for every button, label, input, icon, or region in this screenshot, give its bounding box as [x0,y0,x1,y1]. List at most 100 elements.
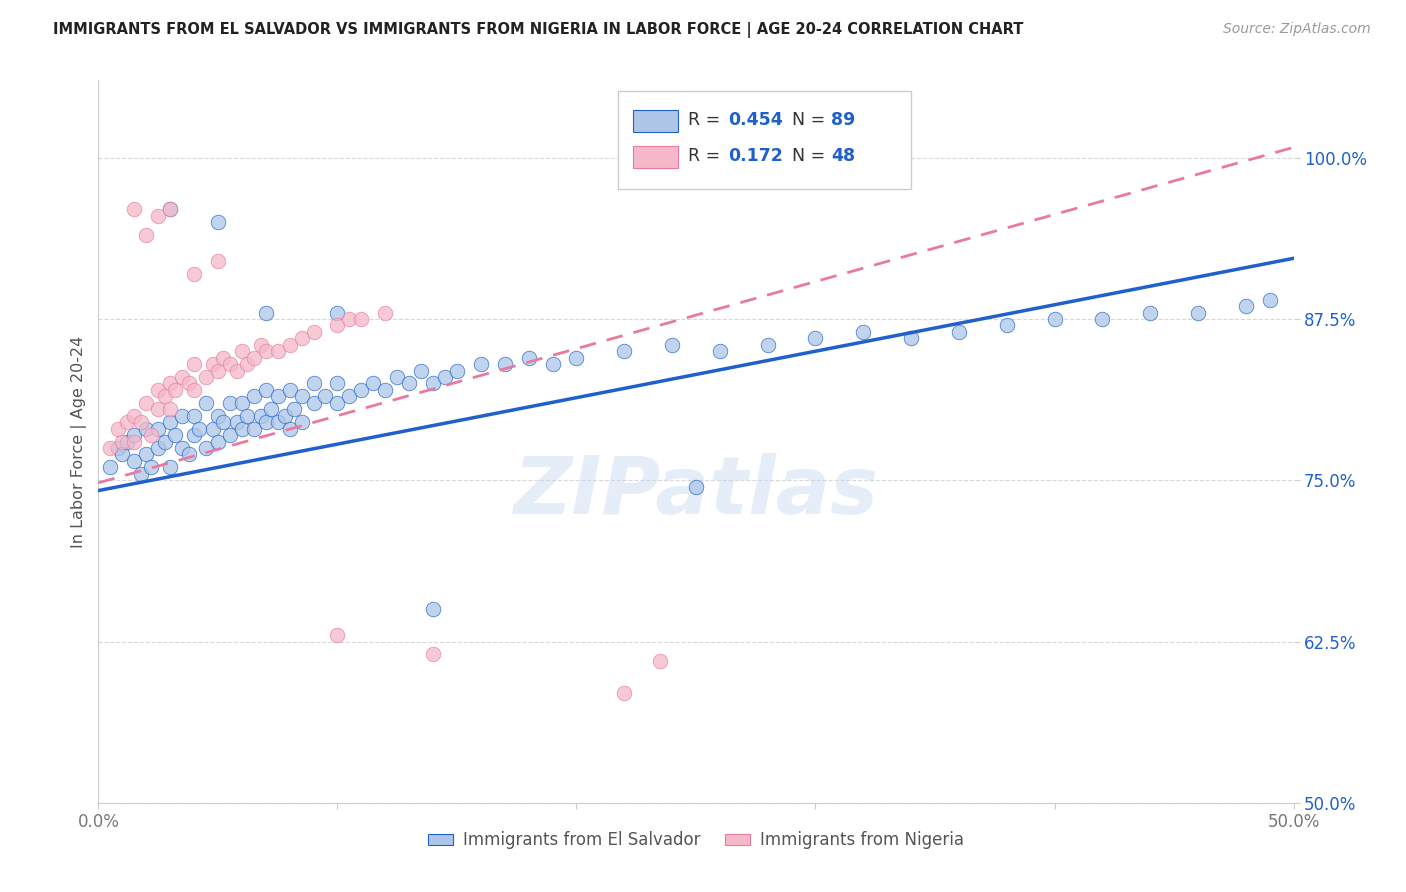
Point [183,409,205,423]
Point [148,383,170,397]
Point [302,396,325,410]
Point [648,654,672,668]
Legend: Immigrants from El Salvador, Immigrants from Nigeria: Immigrants from El Salvador, Immigrants … [420,824,972,856]
Point [350,312,373,326]
Point [183,357,205,371]
Point [235,409,257,423]
Point [363,376,385,391]
Text: R =: R = [688,147,731,165]
Point [183,428,205,442]
Point [291,415,314,429]
Point [195,370,218,384]
Point [131,467,153,481]
Point [278,338,301,352]
Point [231,344,253,359]
Point [115,434,138,449]
Point [1139,305,1161,319]
Point [685,480,707,494]
Point [207,434,229,449]
Point [422,602,444,616]
Point [211,351,233,365]
Point [326,305,349,319]
Point [159,460,181,475]
Point [541,357,564,371]
Point [517,351,540,365]
Point [159,402,181,417]
Point [159,415,181,429]
Point [278,422,301,436]
Point [231,422,253,436]
Point [254,383,277,397]
Point [259,402,281,417]
Point [139,428,162,442]
Point [202,357,225,371]
Point [187,422,209,436]
Point [211,415,233,429]
Point [172,409,194,423]
Point [124,409,146,423]
Point [709,344,731,359]
Point [339,312,361,326]
Text: 0.454: 0.454 [728,111,783,129]
Point [274,409,297,423]
Point [183,267,205,281]
Point [900,331,922,345]
Text: N =: N = [792,111,831,129]
Point [291,389,314,403]
Point [302,325,325,339]
Point [139,460,162,475]
Point [804,331,827,345]
Text: IMMIGRANTS FROM EL SALVADOR VS IMMIGRANTS FROM NIGERIA IN LABOR FORCE | AGE 20-2: IMMIGRANTS FROM EL SALVADOR VS IMMIGRANT… [53,22,1024,38]
Point [243,389,266,403]
Point [948,325,970,339]
Point [195,396,218,410]
Point [135,447,157,461]
Text: R =: R = [688,111,725,129]
Point [163,428,186,442]
Point [374,383,396,397]
Point [231,396,253,410]
Point [183,383,205,397]
Point [326,628,349,642]
Point [283,402,305,417]
Point [254,415,277,429]
Point [159,202,181,217]
Text: 48: 48 [831,147,855,165]
Point [315,389,337,403]
Point [470,357,492,371]
Point [124,434,146,449]
Point [148,422,170,436]
Point [756,338,779,352]
Point [207,409,229,423]
Point [302,376,325,391]
Point [131,415,153,429]
Point [565,351,588,365]
Text: Source: ZipAtlas.com: Source: ZipAtlas.com [1223,22,1371,37]
Point [235,357,257,371]
Point [155,389,177,403]
Text: 0.172: 0.172 [728,147,783,165]
Point [172,441,194,455]
Point [278,383,301,397]
Point [852,325,875,339]
Point [613,686,636,700]
Point [148,441,170,455]
Point [422,648,444,662]
Point [219,396,242,410]
Point [434,370,457,384]
Point [98,441,122,455]
Point [422,376,444,391]
Point [446,363,468,377]
Point [98,460,122,475]
Point [124,428,146,442]
Point [1091,312,1114,326]
Point [267,344,290,359]
Point [250,338,273,352]
Bar [633,110,678,132]
Point [195,441,218,455]
Point [326,318,349,333]
Point [111,447,134,461]
Text: 89: 89 [831,111,855,129]
Point [207,253,229,268]
Point [159,376,181,391]
